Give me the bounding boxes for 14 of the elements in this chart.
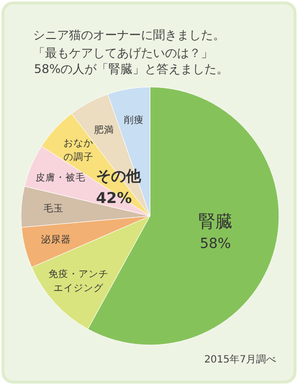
slice-label: 免疫・アンチエイジング: [48, 268, 108, 294]
text: その他 42%: [96, 167, 142, 207]
slice-label: 皮膚・被毛: [36, 172, 86, 184]
slice-label: 泌尿器: [40, 233, 71, 246]
chart-title: シニア猫のオーナーに聞きました。: [33, 28, 225, 42]
slice-label: おなかの調子: [64, 138, 94, 163]
slice-label: 腎臓: [198, 212, 232, 232]
chart-subtitle: 「最もケアしてあげたいのは？」: [33, 46, 213, 60]
slice-label: 毛玉: [43, 202, 64, 214]
slice-label: 肥満: [94, 124, 114, 136]
data-label: 58%: [200, 236, 231, 252]
slice-label: 削痩: [124, 114, 144, 126]
text: 2015年7月調べ: [204, 354, 276, 366]
text: 58%の人が「腎臓」と答えました。: [34, 62, 229, 76]
